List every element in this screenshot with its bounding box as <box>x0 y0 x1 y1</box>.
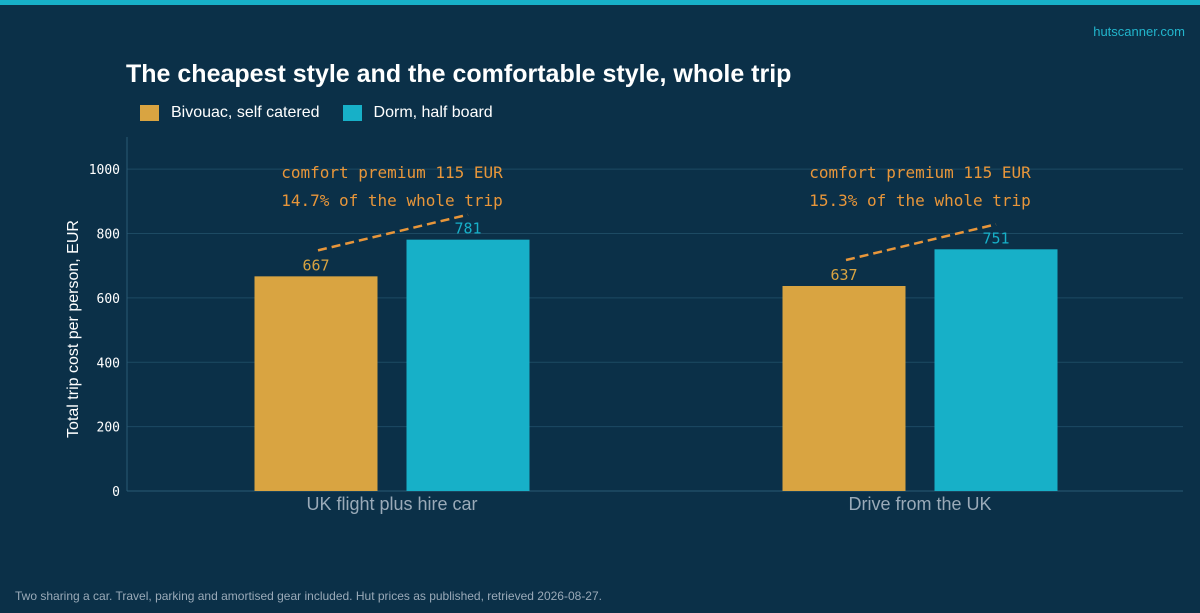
x-category-label: Drive from the UK <box>848 494 991 514</box>
y-tick-label: 0 <box>112 485 120 500</box>
bar-dorm <box>934 249 1058 491</box>
y-tick-label: 1000 <box>89 163 120 178</box>
y-tick-label: 400 <box>97 356 120 371</box>
bar-bivouac <box>254 276 378 491</box>
bar-value-label-bivouac: 637 <box>830 266 857 284</box>
legend-swatch-dorm <box>342 105 362 121</box>
annotation-premium: comfort premium 115 EUR <box>809 163 1031 182</box>
y-axis-label: Total trip cost per person, EUR <box>65 220 82 438</box>
legend-label-dorm: Dorm, half board <box>373 104 493 121</box>
footer-note: Two sharing a car. Travel, parking and a… <box>15 589 602 603</box>
bar-value-label-dorm: 781 <box>454 220 481 238</box>
legend-item-dorm[interactable]: Dorm, half board <box>342 104 493 122</box>
annotation-connector <box>845 223 997 262</box>
legend-item-bivouac[interactable]: Bivouac, self catered <box>140 104 320 122</box>
accent-strip <box>0 0 1200 5</box>
annotation-share: 14.7% of the whole trip <box>281 191 503 210</box>
annotation-connector <box>317 213 469 252</box>
y-tick-label: 600 <box>97 292 120 307</box>
y-tick-label: 800 <box>97 228 120 243</box>
legend-label-bivouac: Bivouac, self catered <box>171 104 320 121</box>
x-category-label: UK flight plus hire car <box>306 494 477 514</box>
bar-dorm <box>406 239 530 491</box>
brand-link[interactable]: hutscanner.com <box>1093 24 1185 39</box>
chart-title: The cheapest style and the comfortable s… <box>126 60 792 88</box>
legend-swatch-bivouac <box>140 105 159 121</box>
bar-value-label-dorm: 751 <box>982 229 1009 247</box>
y-tick-label: 200 <box>97 421 120 436</box>
bar-value-label-bivouac: 667 <box>302 256 329 274</box>
bar-bivouac <box>782 286 906 491</box>
legend: Bivouac, self catered Dorm, half board <box>140 104 516 122</box>
annotation-premium: comfort premium 115 EUR <box>281 163 503 182</box>
annotation-share: 15.3% of the whole trip <box>809 191 1031 210</box>
